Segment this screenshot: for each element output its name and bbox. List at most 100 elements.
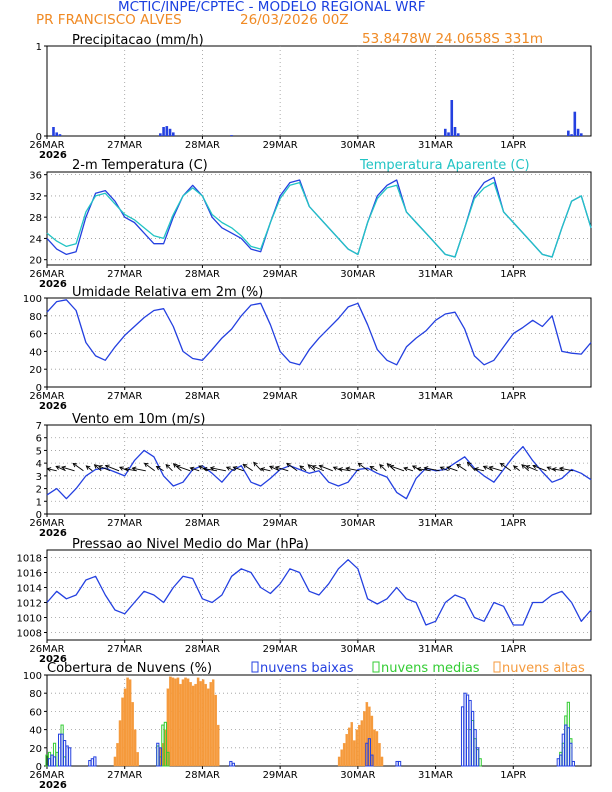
high-cloud-bar [181, 679, 185, 767]
header-coords: 53.8478W 24.0658S 331m [362, 31, 543, 47]
wind-arrow [226, 466, 235, 472]
wind-arrow-head [143, 462, 149, 468]
pressure-panel-title: Pressao ao Nivel Medio do Mar (hPa) [72, 537, 309, 552]
wind-arrow [275, 466, 289, 472]
wind-arrow [358, 462, 369, 472]
temperature-panel: 26MAR 27MAR 28MAR 29MAR 30MAR 31MAR 1APR 2026 20… [29, 171, 592, 290]
precip-ylabel: 1 [36, 42, 42, 53]
clouds-panel: 26MAR 27MAR 28MAR 29MAR 30MAR 31MAR 1APR 2026 0 2… [23, 671, 592, 791]
humidity-panel-title: Umidade Relativa em 2m (%) [72, 285, 263, 300]
precip-bar [567, 130, 570, 136]
precip-bar [52, 127, 55, 136]
clouds-ylabel: 80 [29, 689, 42, 700]
high-cloud-bar [113, 756, 117, 767]
wind-arrow-head [198, 465, 204, 470]
clouds-xlabel: 26MAR [29, 770, 64, 781]
wind-arrow-head [379, 464, 384, 469]
high-cloud-bar [358, 724, 361, 767]
wind-arrow [98, 465, 111, 472]
high-cloud-bar [342, 743, 346, 767]
precip-xlabel: 29MAR [263, 140, 298, 151]
wind-arrow [165, 464, 173, 472]
wind-arrow-head [403, 466, 409, 472]
high-cloud-bar [174, 678, 177, 767]
precip-bar [230, 135, 233, 136]
humidity-xlabel: 26MAR [29, 391, 64, 402]
humidity-ylabel: 40 [29, 347, 42, 358]
pressure-xlabel: 1APR [500, 644, 526, 655]
wind-arrow [55, 465, 66, 472]
humidity-series-line [46, 299, 592, 366]
low-cloud-bar [63, 740, 67, 767]
wind-arrow [489, 466, 503, 472]
wind-ylabel: 5 [36, 446, 42, 457]
low-cloud-bar [569, 742, 573, 767]
wind-ylabel: 4 [36, 459, 42, 470]
precip-bar [55, 132, 59, 136]
wind-arrow [500, 463, 512, 472]
temperature-xlabel: 28MAR [185, 269, 220, 280]
pressure-ylabel: 1016 [17, 569, 42, 580]
clouds-xlabel: 30MAR [340, 770, 375, 781]
wind-arrow [312, 465, 325, 472]
wind-arrow-head [72, 462, 78, 468]
low-cloud-bar [47, 758, 52, 767]
wind-arrow [260, 468, 271, 472]
wind-arrow [203, 468, 218, 472]
high-cloud-bar [133, 729, 137, 767]
wind-series-line [46, 445, 592, 500]
clouds-year-label: 2026 [39, 780, 67, 791]
pressure-series-line [46, 559, 592, 626]
clouds-xlabel: 27MAR [107, 770, 142, 781]
wind-arrow-head [446, 466, 452, 471]
temperature-xlabel: 31MAR [418, 269, 453, 280]
wind-ylabel: 3 [36, 472, 42, 483]
legend-mid-clouds: nuvens medias [381, 661, 480, 676]
high-cloud-bar [340, 749, 343, 767]
low-cloud-bar [463, 692, 467, 767]
low-cloud-bar [367, 738, 371, 767]
humidity-ylabel: 100 [23, 294, 42, 305]
legend-swatch-low-clouds [251, 661, 259, 673]
mid-cloud-bar [478, 758, 482, 767]
low-cloud-bar [52, 756, 57, 767]
temperature-ylabel: 28 [29, 213, 42, 224]
humidity-ylabel: 20 [29, 365, 42, 376]
precip-bar [165, 126, 169, 136]
clouds-xlabel: 28MAR [185, 770, 220, 781]
wind-arrow [156, 466, 164, 472]
high-cloud-bar [191, 685, 195, 767]
legend-swatch-high-clouds [493, 661, 501, 673]
high-cloud-bar [345, 734, 348, 767]
high-cloud-bar [176, 677, 180, 767]
pressure-ylabel: 1012 [17, 599, 42, 610]
wind-arrow [424, 467, 440, 472]
temperature-xlabel: 1APR [500, 269, 526, 280]
wind-arrow [94, 464, 102, 472]
precip-bar [573, 111, 577, 136]
low-cloud-bar [90, 758, 94, 767]
wind-arrow [72, 463, 84, 472]
low-cloud-bar [65, 745, 69, 767]
wind-arrow-head [466, 461, 472, 467]
humidity-panel: 26MAR 27MAR 28MAR 29MAR 30MAR 31MAR 1APR 2026 0 2… [23, 294, 592, 412]
wind-arrow-head [307, 464, 313, 469]
header-title: MCTIC/INPE/CPTEC - MODELO REGIONAL WRF [118, 0, 426, 15]
wind-arrow-head [439, 466, 445, 471]
wind-arrow-head [209, 466, 215, 471]
wind-arrow [440, 466, 449, 472]
low-cloud-bar [468, 699, 472, 767]
temperature-xlabel: 26MAR [29, 269, 64, 280]
humidity-frame [46, 297, 592, 388]
temperature-year-label: 2026 [39, 279, 67, 290]
pressure-ylabel: 1018 [17, 554, 42, 565]
wind-arrow-head [189, 466, 195, 472]
precip-bar [443, 128, 447, 136]
wind-arrow [532, 465, 547, 472]
wind-arrow [346, 467, 360, 472]
wind-arrow-head [274, 465, 280, 471]
wind-year-label: 2026 [39, 528, 67, 539]
wind-arrow-head [411, 465, 417, 470]
wind-arrow-head [525, 465, 531, 470]
precip-bar [168, 128, 172, 136]
